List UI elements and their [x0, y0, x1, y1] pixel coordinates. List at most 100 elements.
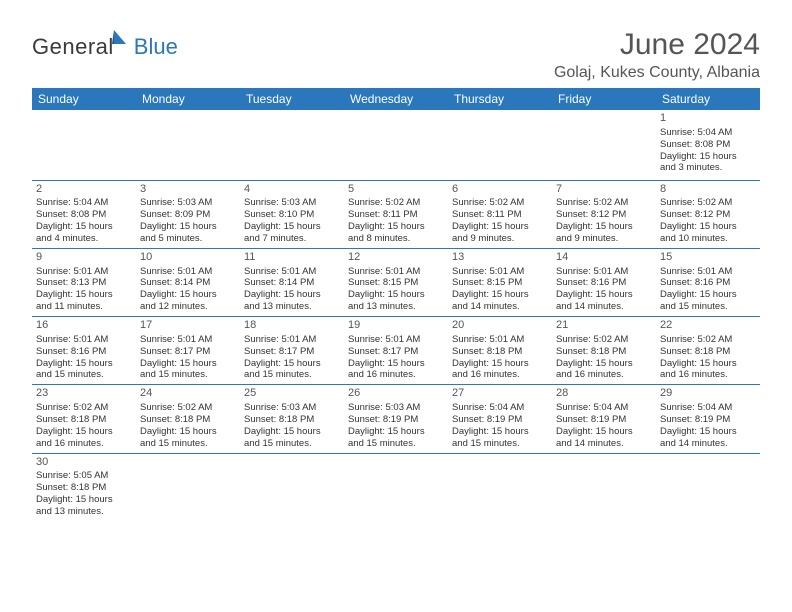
- sunset-line: Sunset: 8:19 PM: [452, 414, 548, 426]
- sunset-line: Sunset: 8:14 PM: [244, 277, 340, 289]
- calendar-day-cell: 10Sunrise: 5:01 AMSunset: 8:14 PMDayligh…: [136, 248, 240, 316]
- day-number: 29: [660, 387, 756, 401]
- month-title: June 2024: [554, 28, 760, 62]
- logo-text-blue: Blue: [134, 34, 178, 60]
- sunrise-line: Sunrise: 5:03 AM: [244, 402, 340, 414]
- calendar-day-cell: 30Sunrise: 5:05 AMSunset: 8:18 PMDayligh…: [32, 453, 136, 521]
- sunrise-line: Sunrise: 5:01 AM: [660, 266, 756, 278]
- calendar-day-cell: 16Sunrise: 5:01 AMSunset: 8:16 PMDayligh…: [32, 317, 136, 385]
- day-number: 18: [244, 319, 340, 333]
- sunrise-line: Sunrise: 5:02 AM: [36, 402, 132, 414]
- daylight-line-1: Daylight: 15 hours: [556, 289, 652, 301]
- daylight-line-1: Daylight: 15 hours: [660, 289, 756, 301]
- sunrise-line: Sunrise: 5:01 AM: [140, 266, 236, 278]
- daylight-line-1: Daylight: 15 hours: [36, 358, 132, 370]
- sunrise-line: Sunrise: 5:02 AM: [348, 197, 444, 209]
- calendar-day-cell: 9Sunrise: 5:01 AMSunset: 8:13 PMDaylight…: [32, 248, 136, 316]
- calendar-day-cell: [344, 110, 448, 180]
- daylight-line-2: and 4 minutes.: [36, 233, 132, 245]
- calendar-header-row: SundayMondayTuesdayWednesdayThursdayFrid…: [32, 88, 760, 110]
- calendar-day-cell: [552, 453, 656, 521]
- calendar-week-row: 9Sunrise: 5:01 AMSunset: 8:13 PMDaylight…: [32, 248, 760, 316]
- sunset-line: Sunset: 8:15 PM: [348, 277, 444, 289]
- sunset-line: Sunset: 8:18 PM: [556, 346, 652, 358]
- calendar-day-cell: 17Sunrise: 5:01 AMSunset: 8:17 PMDayligh…: [136, 317, 240, 385]
- calendar-day-cell: 8Sunrise: 5:02 AMSunset: 8:12 PMDaylight…: [656, 180, 760, 248]
- daylight-line-1: Daylight: 15 hours: [244, 289, 340, 301]
- day-number: 14: [556, 251, 652, 265]
- calendar-day-cell: [448, 453, 552, 521]
- weekday-header: Monday: [136, 88, 240, 110]
- calendar-week-row: 23Sunrise: 5:02 AMSunset: 8:18 PMDayligh…: [32, 385, 760, 453]
- daylight-line-2: and 14 minutes.: [660, 438, 756, 450]
- day-number: 20: [452, 319, 548, 333]
- daylight-line-2: and 13 minutes.: [348, 301, 444, 313]
- sunset-line: Sunset: 8:08 PM: [36, 209, 132, 221]
- daylight-line-1: Daylight: 15 hours: [556, 358, 652, 370]
- sunset-line: Sunset: 8:18 PM: [660, 346, 756, 358]
- calendar-week-row: 1Sunrise: 5:04 AMSunset: 8:08 PMDaylight…: [32, 110, 760, 180]
- daylight-line-2: and 11 minutes.: [36, 301, 132, 313]
- sunrise-line: Sunrise: 5:01 AM: [452, 266, 548, 278]
- sunset-line: Sunset: 8:08 PM: [660, 139, 756, 151]
- sunrise-line: Sunrise: 5:04 AM: [660, 127, 756, 139]
- sunset-line: Sunset: 8:11 PM: [348, 209, 444, 221]
- day-number: 24: [140, 387, 236, 401]
- day-number: 9: [36, 251, 132, 265]
- sunrise-line: Sunrise: 5:01 AM: [36, 266, 132, 278]
- calendar-day-cell: 4Sunrise: 5:03 AMSunset: 8:10 PMDaylight…: [240, 180, 344, 248]
- logo-text-general: General: [32, 34, 114, 60]
- calendar-day-cell: 28Sunrise: 5:04 AMSunset: 8:19 PMDayligh…: [552, 385, 656, 453]
- day-number: 8: [660, 183, 756, 197]
- calendar-week-row: 16Sunrise: 5:01 AMSunset: 8:16 PMDayligh…: [32, 317, 760, 385]
- sunrise-line: Sunrise: 5:03 AM: [140, 197, 236, 209]
- day-number: 5: [348, 183, 444, 197]
- sunset-line: Sunset: 8:13 PM: [36, 277, 132, 289]
- calendar-day-cell: [240, 453, 344, 521]
- daylight-line-2: and 13 minutes.: [36, 506, 132, 518]
- sunset-line: Sunset: 8:12 PM: [556, 209, 652, 221]
- daylight-line-2: and 9 minutes.: [556, 233, 652, 245]
- sunset-line: Sunset: 8:18 PM: [452, 346, 548, 358]
- calendar-day-cell: 1Sunrise: 5:04 AMSunset: 8:08 PMDaylight…: [656, 110, 760, 180]
- daylight-line-1: Daylight: 15 hours: [36, 494, 132, 506]
- day-number: 4: [244, 183, 340, 197]
- calendar-day-cell: [240, 110, 344, 180]
- day-number: 27: [452, 387, 548, 401]
- daylight-line-1: Daylight: 15 hours: [36, 426, 132, 438]
- sunrise-line: Sunrise: 5:01 AM: [556, 266, 652, 278]
- calendar-day-cell: 18Sunrise: 5:01 AMSunset: 8:17 PMDayligh…: [240, 317, 344, 385]
- calendar-day-cell: 3Sunrise: 5:03 AMSunset: 8:09 PMDaylight…: [136, 180, 240, 248]
- sunrise-line: Sunrise: 5:02 AM: [660, 334, 756, 346]
- day-number: 22: [660, 319, 756, 333]
- daylight-line-2: and 14 minutes.: [556, 301, 652, 313]
- daylight-line-1: Daylight: 15 hours: [140, 289, 236, 301]
- daylight-line-1: Daylight: 15 hours: [348, 426, 444, 438]
- calendar-day-cell: [136, 110, 240, 180]
- sunset-line: Sunset: 8:11 PM: [452, 209, 548, 221]
- daylight-line-2: and 16 minutes.: [348, 369, 444, 381]
- sunrise-line: Sunrise: 5:04 AM: [452, 402, 548, 414]
- daylight-line-1: Daylight: 15 hours: [556, 426, 652, 438]
- calendar-day-cell: 15Sunrise: 5:01 AMSunset: 8:16 PMDayligh…: [656, 248, 760, 316]
- daylight-line-2: and 16 minutes.: [556, 369, 652, 381]
- daylight-line-2: and 7 minutes.: [244, 233, 340, 245]
- sunrise-line: Sunrise: 5:01 AM: [36, 334, 132, 346]
- calendar-day-cell: 11Sunrise: 5:01 AMSunset: 8:14 PMDayligh…: [240, 248, 344, 316]
- day-number: 11: [244, 251, 340, 265]
- weekday-header: Sunday: [32, 88, 136, 110]
- calendar-day-cell: 12Sunrise: 5:01 AMSunset: 8:15 PMDayligh…: [344, 248, 448, 316]
- calendar-day-cell: 2Sunrise: 5:04 AMSunset: 8:08 PMDaylight…: [32, 180, 136, 248]
- daylight-line-1: Daylight: 15 hours: [140, 358, 236, 370]
- sunset-line: Sunset: 8:09 PM: [140, 209, 236, 221]
- sunset-line: Sunset: 8:16 PM: [660, 277, 756, 289]
- day-number: 30: [36, 456, 132, 470]
- sunset-line: Sunset: 8:14 PM: [140, 277, 236, 289]
- daylight-line-1: Daylight: 15 hours: [244, 358, 340, 370]
- sunrise-line: Sunrise: 5:04 AM: [36, 197, 132, 209]
- calendar-week-row: 30Sunrise: 5:05 AMSunset: 8:18 PMDayligh…: [32, 453, 760, 521]
- sunrise-line: Sunrise: 5:02 AM: [452, 197, 548, 209]
- weekday-header: Tuesday: [240, 88, 344, 110]
- day-number: 2: [36, 183, 132, 197]
- calendar-day-cell: [656, 453, 760, 521]
